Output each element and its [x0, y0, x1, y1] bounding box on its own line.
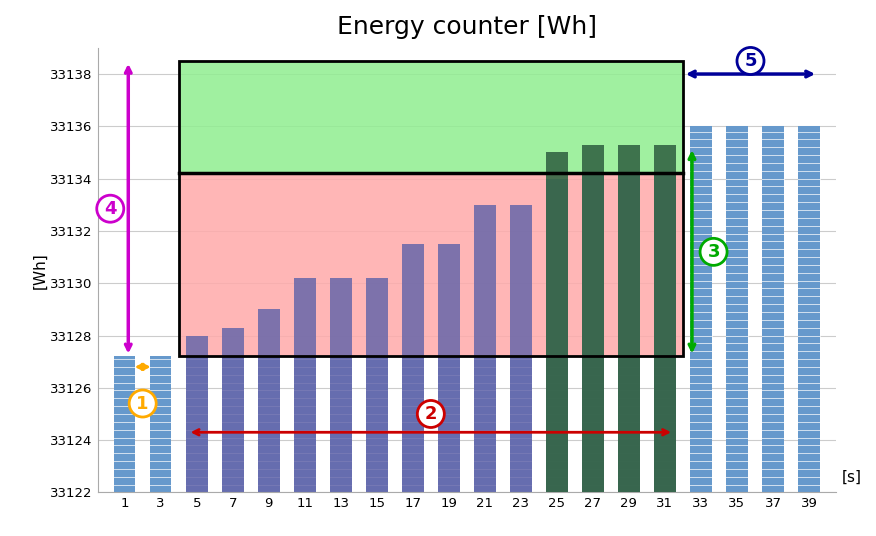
Text: [s]: [s] [842, 470, 861, 485]
Bar [402, 244, 424, 493]
Bar [583, 145, 604, 493]
Bar [438, 356, 460, 493]
Bar [474, 205, 496, 493]
Bar [762, 126, 784, 493]
Bar [618, 145, 639, 493]
Text: 1: 1 [137, 394, 149, 413]
Bar [474, 356, 496, 493]
Title: Energy counter [Wh]: Energy counter [Wh] [337, 15, 597, 39]
Bar [330, 278, 351, 493]
Bar [366, 278, 387, 493]
Y-axis label: [Wh]: [Wh] [32, 252, 47, 288]
Bar [222, 356, 244, 493]
Bar [294, 356, 315, 493]
Bar [179, 61, 683, 356]
Bar [546, 356, 568, 493]
Bar [546, 152, 568, 493]
Bar [618, 356, 639, 493]
Bar [726, 126, 748, 493]
Bar [186, 336, 208, 493]
Bar [583, 356, 604, 493]
Bar [179, 174, 683, 356]
Bar [654, 174, 675, 493]
Bar [583, 174, 604, 493]
Bar [690, 126, 712, 493]
Bar [510, 205, 532, 493]
Bar [186, 356, 208, 493]
Bar [798, 126, 820, 493]
Bar [366, 356, 387, 493]
Bar [294, 278, 315, 493]
Bar [114, 356, 136, 493]
Text: 2: 2 [425, 405, 437, 423]
Bar [618, 174, 639, 493]
Bar [654, 145, 675, 493]
Text: 3: 3 [707, 243, 720, 261]
Bar [654, 356, 675, 493]
Text: 5: 5 [745, 52, 757, 70]
Bar [546, 178, 568, 493]
Bar [258, 356, 279, 493]
Text: 4: 4 [104, 200, 117, 218]
Bar [402, 356, 424, 493]
Bar [258, 309, 279, 493]
Bar [438, 244, 460, 493]
Bar [179, 61, 683, 174]
Bar [222, 327, 244, 493]
Bar [510, 356, 532, 493]
Bar [150, 356, 172, 493]
Bar [330, 356, 351, 493]
